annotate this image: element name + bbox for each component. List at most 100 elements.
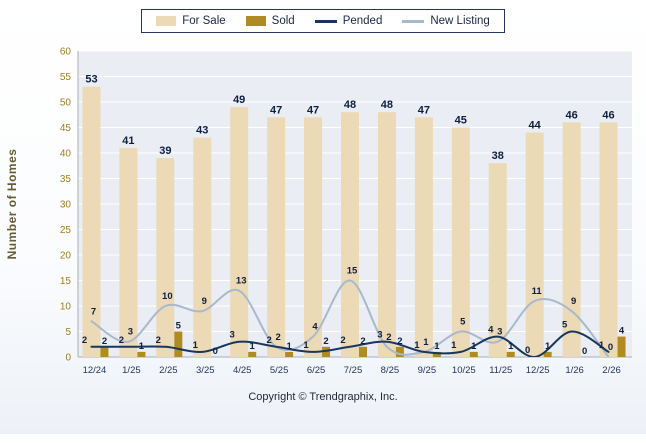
new-listing-swatch-icon <box>402 19 425 23</box>
sold-value-label: 1 <box>471 341 477 352</box>
new-listing-value-label: 1 <box>423 337 429 348</box>
bar-for-sale <box>267 117 286 357</box>
x-tick-label: 9/25 <box>418 365 437 376</box>
new-listing-value-label: 0 <box>608 342 613 353</box>
sold-value-label: 0 <box>582 346 587 357</box>
bar-sold <box>617 336 626 357</box>
sold-value-label: 1 <box>139 341 145 352</box>
new-listing-value-label: 5 <box>460 317 466 328</box>
bar-sold <box>248 351 257 357</box>
bar-sold <box>469 351 478 357</box>
sold-value-label: 1 <box>434 341 440 352</box>
y-tick-label: 35 <box>60 174 72 185</box>
for-sale-value-label: 47 <box>307 104 319 116</box>
for-sale-swatch-icon <box>156 16 177 26</box>
sold-swatch-icon <box>245 16 266 26</box>
bar-sold <box>100 346 109 357</box>
y-tick-label: 60 <box>60 47 72 58</box>
x-tick-label: 12/25 <box>526 365 550 376</box>
bar-sold <box>174 331 183 357</box>
new-listing-value-label: 3 <box>497 327 502 338</box>
for-sale-value-label: 45 <box>455 115 467 127</box>
bar-for-sale <box>156 158 175 357</box>
bar-sold <box>322 346 331 357</box>
for-sale-value-label: 43 <box>196 125 208 137</box>
x-tick-label: 4/25 <box>233 365 252 376</box>
pended-value-label: 2 <box>156 335 161 346</box>
sold-value-label: 2 <box>397 336 402 347</box>
x-tick-label: 7/25 <box>344 365 363 376</box>
pended-value-label: 3 <box>230 330 235 341</box>
line-new-listing <box>90 279 610 357</box>
pended-value-label: 2 <box>119 335 124 346</box>
pended-value-label: 0 <box>525 345 530 356</box>
new-listing-value-label: 15 <box>347 266 358 277</box>
y-tick-label: 15 <box>60 276 72 287</box>
legend-label-pended: Pended <box>342 15 383 27</box>
bar-for-sale <box>193 137 212 357</box>
bar-for-sale <box>304 117 323 357</box>
pended-value-label: 2 <box>266 335 271 346</box>
pended-value-label: 1 <box>193 340 199 351</box>
bar-for-sale <box>119 147 138 357</box>
y-tick-label: 50 <box>60 98 72 109</box>
bar-sold <box>395 346 404 357</box>
y-axis-title: Number of Homes <box>5 149 19 260</box>
bar-for-sale <box>562 122 581 358</box>
legend-item-new-listing: New Listing <box>402 15 490 27</box>
pended-value-label: 1 <box>303 340 309 351</box>
new-listing-value-label: 11 <box>532 286 543 297</box>
pended-value-label: 3 <box>377 330 382 341</box>
copyright-text: Copyright © Trendgraphix, Inc. <box>248 391 398 403</box>
new-listing-value-label: 4 <box>312 322 318 333</box>
x-tick-label: 1/25 <box>122 365 141 376</box>
y-tick-label: 20 <box>60 251 72 262</box>
legend-item-pended: Pended <box>314 15 383 27</box>
legend-item-sold: Sold <box>245 15 295 27</box>
x-tick-label: 3/25 <box>196 365 215 376</box>
x-tick-label: 1/26 <box>565 365 584 376</box>
x-tick-label: 2/26 <box>602 365 621 376</box>
new-listing-value-label: 9 <box>571 296 576 307</box>
bar-for-sale <box>451 127 470 357</box>
sold-value-label: 2 <box>102 336 107 347</box>
y-tick-label: 40 <box>60 149 72 160</box>
new-listing-value-label: 13 <box>236 276 247 287</box>
bar-sold <box>359 346 367 357</box>
sold-value-label: 1 <box>286 341 292 352</box>
bar-sold <box>432 351 441 357</box>
sold-value-label: 1 <box>545 341 551 352</box>
sold-value-label: 1 <box>250 341 256 352</box>
pended-value-label: 2 <box>340 335 345 346</box>
sold-value-label: 5 <box>176 321 182 332</box>
bar-for-sale <box>82 86 101 357</box>
bar-for-sale <box>599 122 618 358</box>
for-sale-value-label: 46 <box>602 109 614 121</box>
x-tick-label: 6/25 <box>307 365 326 376</box>
for-sale-value-label: 41 <box>122 135 134 147</box>
bar-sold <box>137 351 146 357</box>
y-tick-label: 0 <box>65 353 71 364</box>
sold-value-label: 2 <box>360 336 365 347</box>
bar-for-sale <box>377 112 396 357</box>
for-sale-value-label: 46 <box>565 109 577 121</box>
y-tick-label: 55 <box>60 72 72 83</box>
sold-value-label: 1 <box>508 341 514 352</box>
x-tick-label: 8/25 <box>381 365 400 376</box>
for-sale-value-label: 38 <box>492 150 504 162</box>
x-tick-label: 11/25 <box>489 365 512 376</box>
for-sale-value-label: 49 <box>233 94 245 106</box>
bar-sold <box>543 351 552 357</box>
pended-swatch-icon <box>314 19 337 23</box>
bar-for-sale <box>230 107 249 357</box>
y-tick-label: 25 <box>60 225 72 236</box>
bar-for-sale <box>488 163 507 357</box>
bar-for-sale <box>414 117 433 357</box>
sold-value-label: 0 <box>213 346 218 357</box>
y-tick-label: 10 <box>60 302 72 313</box>
for-sale-value-label: 48 <box>344 99 356 111</box>
for-sale-value-label: 48 <box>381 99 393 111</box>
pended-value-label: 2 <box>82 335 87 346</box>
pended-value-label: 1 <box>599 340 605 351</box>
